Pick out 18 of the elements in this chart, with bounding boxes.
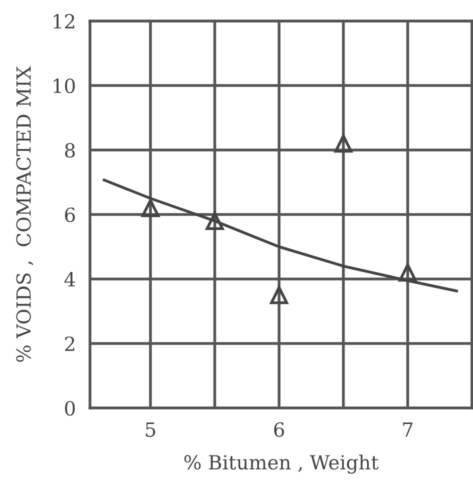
- point: [398, 264, 417, 282]
- line-series: [102, 178, 458, 292]
- y-tick-label: 10: [54, 78, 75, 94]
- y-tick-label: 4: [64, 272, 76, 286]
- y-tick-label: 12: [54, 14, 74, 28]
- y-tick-label: 2: [65, 336, 74, 351]
- point: [206, 212, 224, 230]
- x-axis-title: % Bitumen , Weight: [184, 454, 379, 474]
- x-tick-label: 5: [146, 422, 156, 437]
- y-tick-label: 8: [65, 142, 75, 158]
- y-tick-label: 0: [65, 400, 75, 416]
- y-tick-label: 6: [65, 207, 75, 222]
- x-tick-label: 6: [274, 422, 284, 437]
- x-tick-label: 7: [403, 422, 412, 437]
- point: [334, 134, 352, 153]
- point: [270, 286, 288, 304]
- point: [141, 199, 160, 218]
- y-axis-title: % VOIDS , COMPACTED MIX: [16, 66, 34, 362]
